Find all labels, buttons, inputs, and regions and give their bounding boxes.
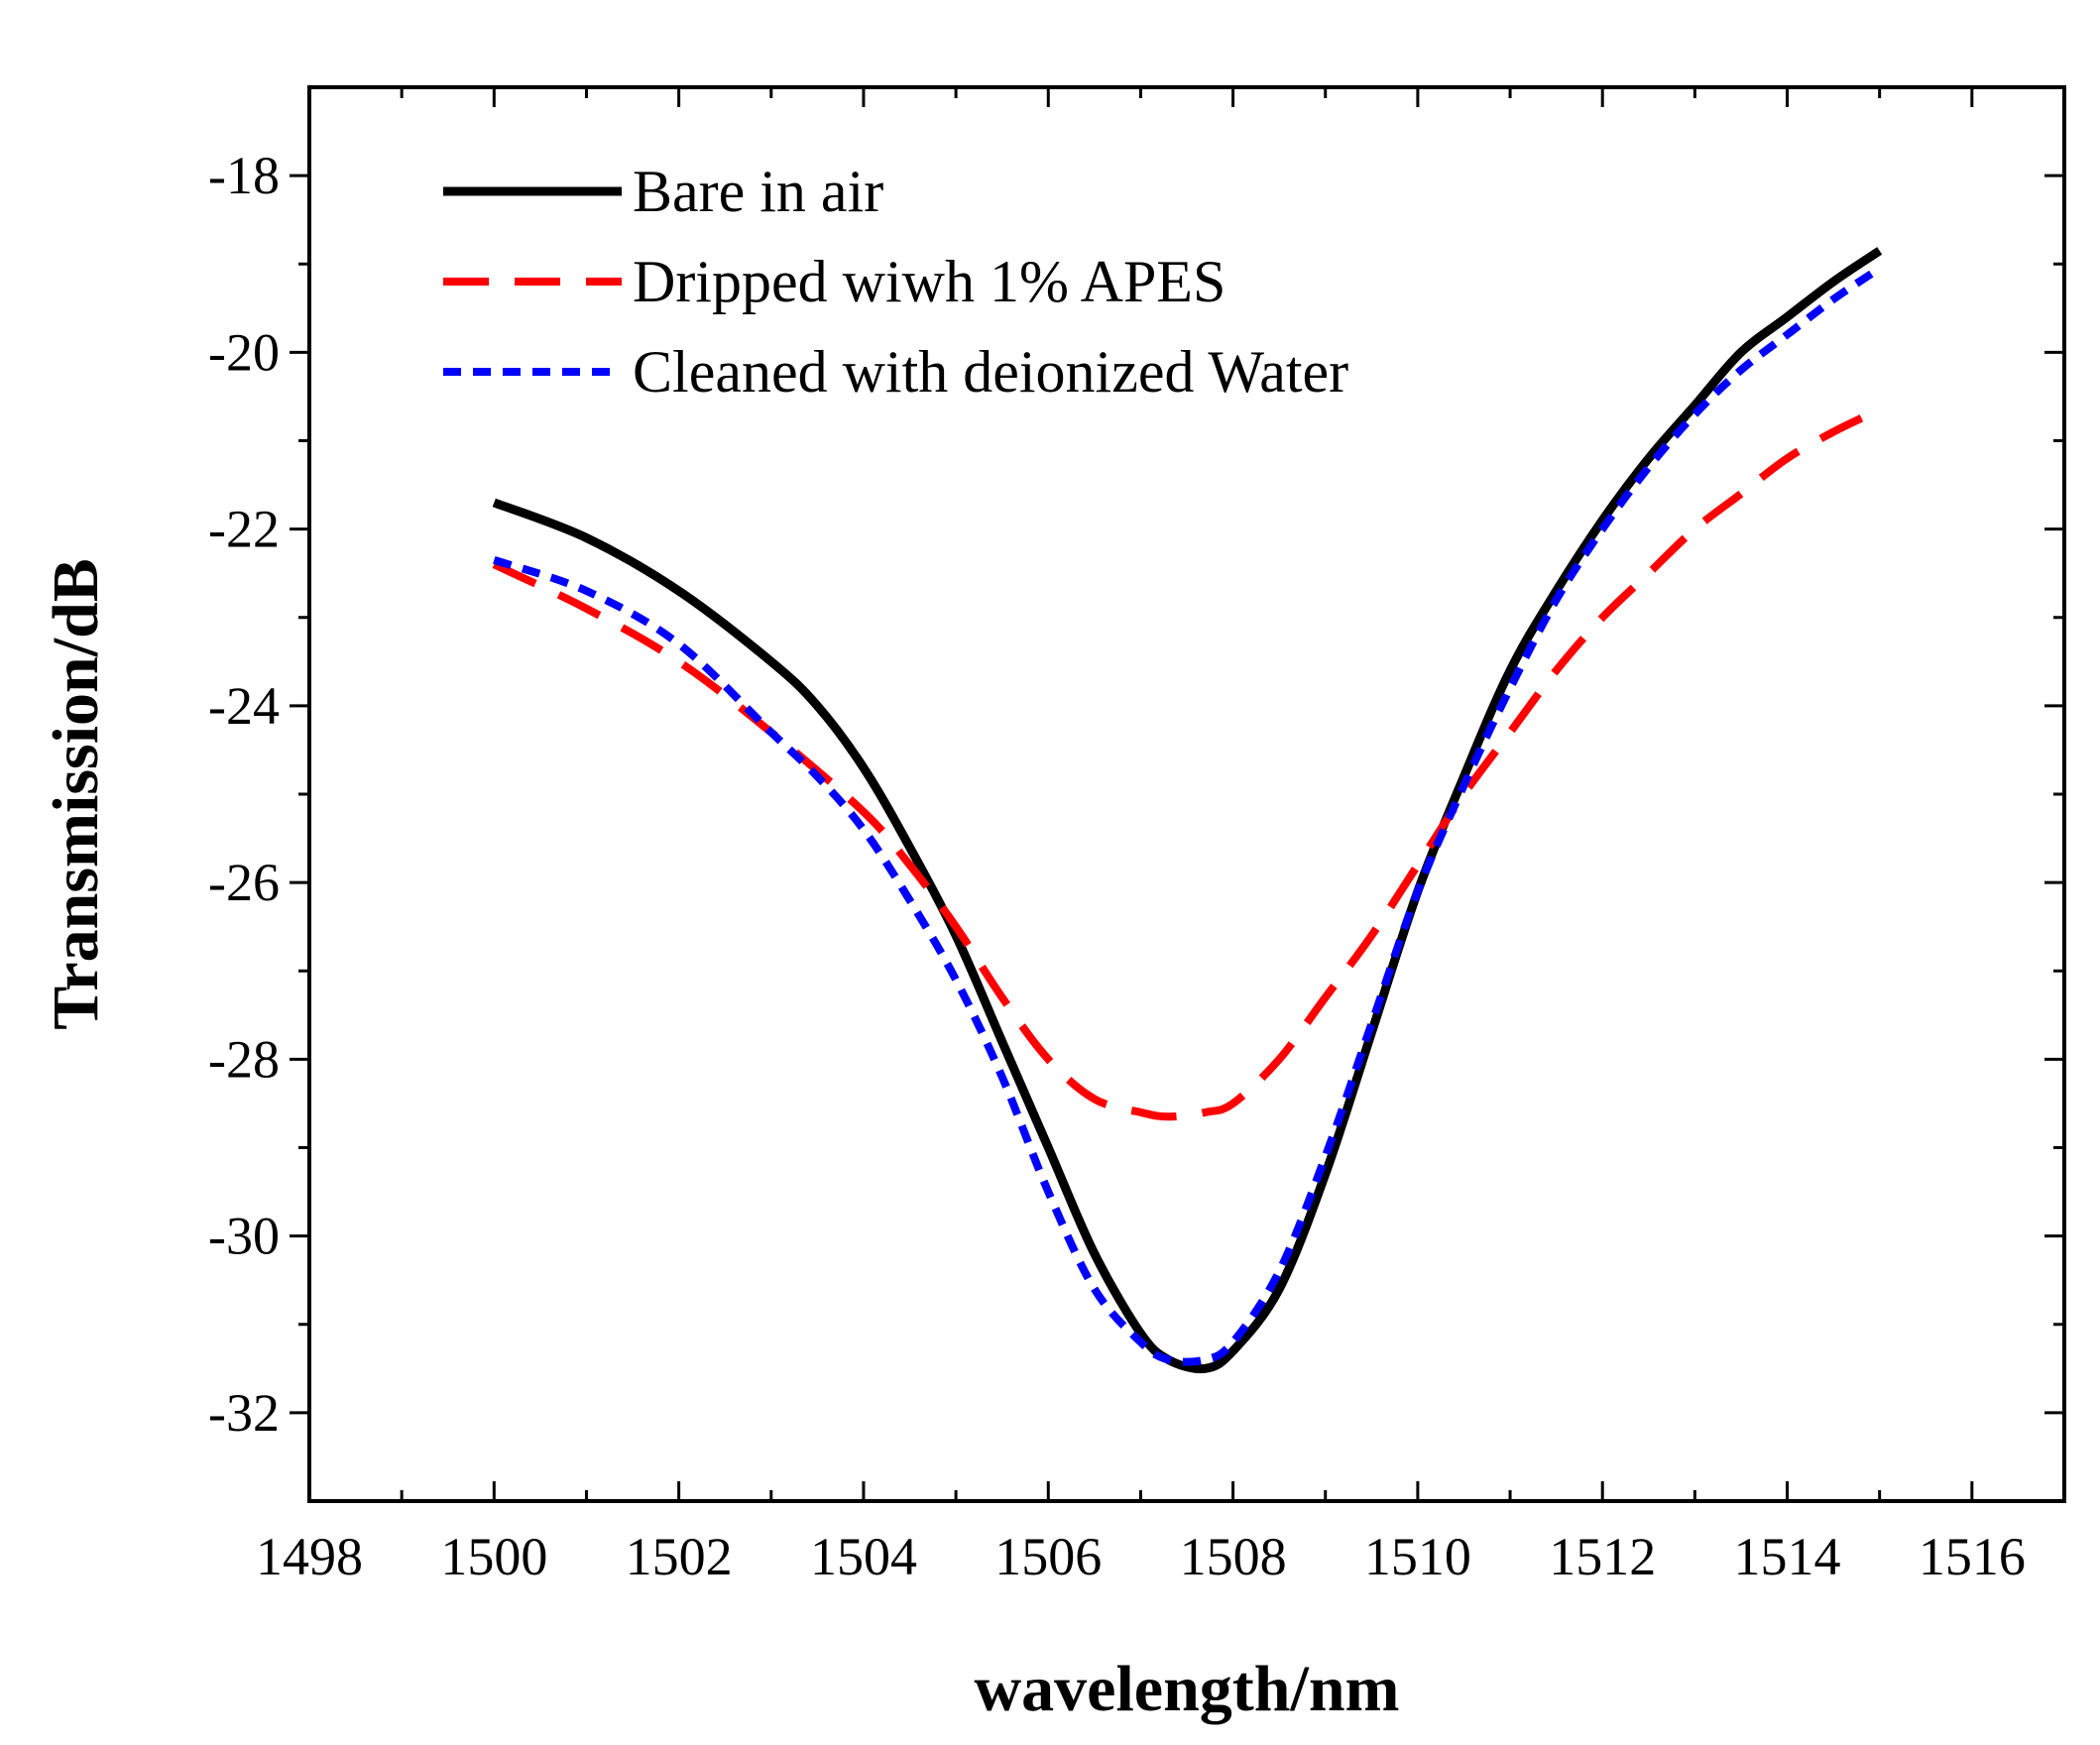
y-tick-label: -18	[208, 146, 280, 205]
legend: Bare in air Dripped wiwh 1% APES Cleaned w…	[443, 159, 1348, 405]
x-tick-label: 1514	[1734, 1527, 1841, 1586]
y-tick-label: -20	[208, 322, 280, 382]
tick-layer: 1498 1500 1502 1504 1506 1508 1510 1512 1514 1516…	[208, 87, 2066, 1586]
x-tick-label: 1508	[1180, 1527, 1287, 1586]
series-line-bare-in-air	[492, 247, 1883, 1374]
y-tick-label: -24	[208, 676, 280, 736]
x-tick-label: 1512	[1549, 1527, 1656, 1586]
x-tick-label: 1504	[810, 1527, 917, 1586]
y-tick-label: -26	[208, 853, 280, 912]
x-tick-label: 1506	[994, 1527, 1102, 1586]
legend-label-bare-in-air: Bare in air	[633, 159, 883, 224]
y-tick-label: -28	[208, 1029, 280, 1089]
x-tick-label: 1502	[626, 1527, 733, 1586]
series-line-cleaned-water	[493, 265, 1882, 1366]
legend-label-cleaned-water: Cleaned with deionized Water	[633, 339, 1348, 405]
x-tick-label: 1516	[1919, 1527, 2026, 1586]
legend-label-dripped-apes: Dripped wiwh 1% APES	[633, 249, 1225, 314]
x-tick-label: 1498	[256, 1527, 363, 1586]
y-tick-label: -22	[208, 500, 280, 559]
x-tick-label: 1510	[1364, 1527, 1471, 1586]
series-line-dripped-apes	[492, 406, 1882, 1121]
x-axis-title: wavelength/nm	[975, 1653, 1400, 1725]
series-layer	[492, 247, 1883, 1374]
x-tick-label: 1500	[440, 1527, 547, 1586]
y-tick-label: -30	[208, 1207, 280, 1266]
y-axis-title: Transmission/dB	[40, 558, 112, 1030]
y-tick-label: -32	[208, 1383, 280, 1443]
